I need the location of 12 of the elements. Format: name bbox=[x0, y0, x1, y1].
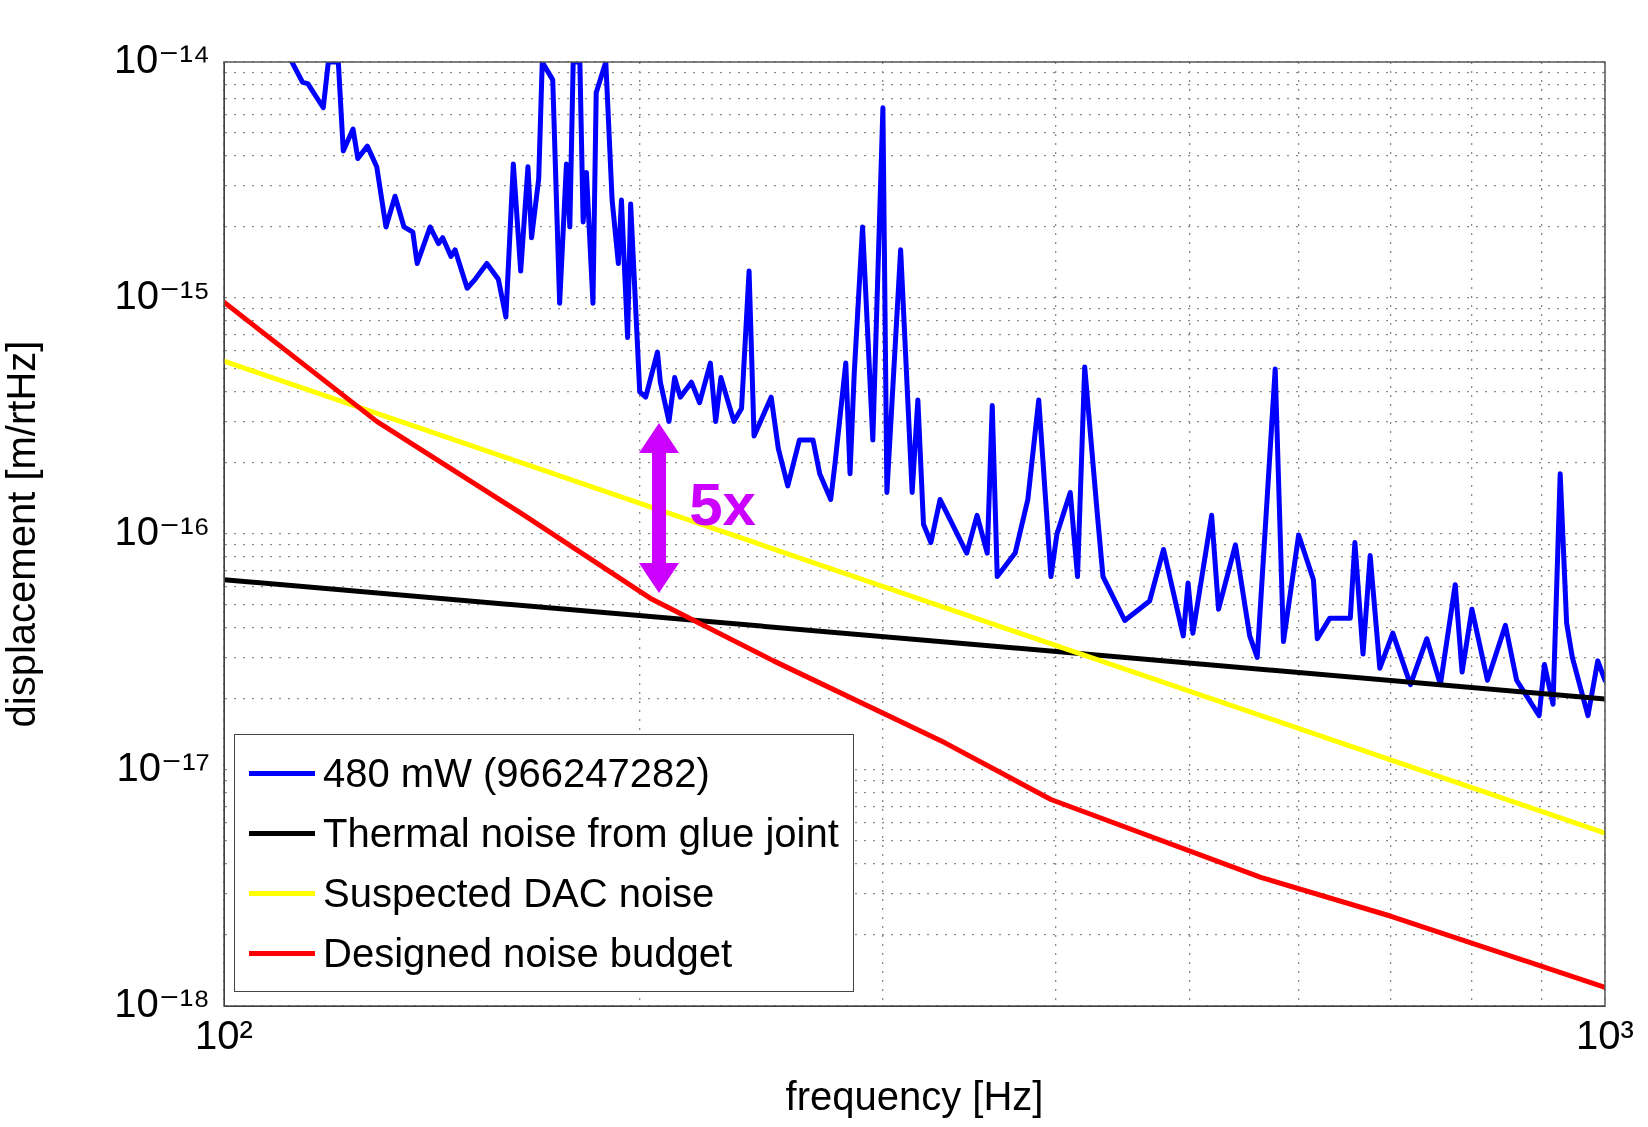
y-tick-label: 10⁻¹⁶ bbox=[114, 509, 210, 554]
legend-label: Designed noise budget bbox=[323, 930, 733, 977]
x-tick-label: 10³ bbox=[1576, 1013, 1634, 1058]
x-axis-title: frequency [Hz] bbox=[785, 1074, 1044, 1119]
y-tick-label: 10⁻¹⁷ bbox=[116, 745, 210, 790]
y-tick-label: 10⁻¹⁵ bbox=[114, 273, 210, 318]
legend-label: 480 mW (966247282) bbox=[323, 750, 710, 797]
legend-label: Thermal noise from glue joint bbox=[323, 810, 839, 857]
legend-label: Suspected DAC noise bbox=[323, 870, 715, 917]
y-axis-title: displacement [m/rtHz] bbox=[0, 340, 44, 728]
y-tick-label: 10⁻¹⁴ bbox=[113, 37, 210, 82]
annotation: 5x bbox=[689, 470, 756, 538]
